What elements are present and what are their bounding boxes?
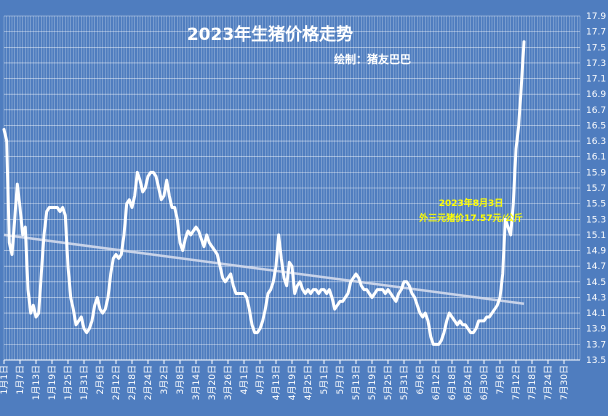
x-tick-label: 6月30日 — [479, 365, 490, 400]
y-tick-label: 14.7 — [586, 262, 606, 272]
y-tick-label: 15.9 — [586, 168, 606, 178]
x-tick-label: 3月2日 — [159, 365, 170, 394]
annotation-price: 外三元猪价17.57元/公斤 — [418, 212, 523, 224]
y-tick-label: 17.7 — [586, 28, 606, 38]
y-tick-label: 16.9 — [586, 90, 606, 100]
chart-subtitle: 绘制：猪友巴巴 — [334, 52, 411, 66]
x-tick-label: 3月8日 — [175, 365, 186, 394]
annotation-date: 2023年8月3日 — [439, 197, 504, 209]
x-tick-label: 3月20日 — [207, 365, 218, 400]
x-tick-label: 5月7日 — [335, 365, 346, 394]
x-tick-label: 2月12日 — [111, 365, 122, 400]
trend-line — [3, 233, 525, 305]
x-tick-label: 6月12日 — [431, 365, 442, 400]
x-tick-label: 3月26日 — [223, 365, 234, 400]
price-series-line — [2, 40, 526, 346]
y-tick-label: 16.3 — [586, 137, 606, 147]
y-tick-label: 14.5 — [586, 278, 606, 288]
x-tick-label: 2月6日 — [95, 365, 106, 394]
y-tick-label: 15.3 — [586, 215, 606, 225]
y-tick-label: 15.5 — [586, 200, 606, 210]
y-tick-label: 13.9 — [586, 325, 606, 335]
y-tick-label: 13.5 — [586, 356, 606, 366]
y-tick-label: 14.1 — [586, 309, 606, 319]
x-tick-label: 1月25日 — [63, 365, 74, 400]
x-tick-label: 5月31日 — [399, 365, 410, 400]
y-tick-label: 14.9 — [586, 247, 606, 257]
y-tick-label: 17.1 — [586, 75, 606, 85]
y-tick-label: 15.1 — [586, 231, 606, 241]
x-tick-label: 5月13日 — [351, 365, 362, 400]
x-tick-label: 2月18日 — [127, 365, 138, 400]
x-tick-label: 5月25日 — [383, 365, 394, 400]
x-tick-label: 1月1日 — [0, 365, 10, 394]
chart-title: 2023年生猪价格走势 — [187, 24, 353, 45]
x-tick-label: 6月24日 — [463, 365, 474, 400]
y-tick-label: 16.1 — [586, 153, 606, 163]
y-tick-label: 16.7 — [586, 106, 606, 116]
y-tick-label: 17.3 — [586, 59, 606, 69]
x-tick-label: 7月24日 — [543, 365, 554, 400]
y-tick-label: 13.7 — [586, 340, 606, 350]
x-tick-label: 6月18日 — [447, 365, 458, 400]
x-tick-label: 7月6日 — [495, 365, 506, 394]
y-tick-label: 14.3 — [586, 293, 606, 303]
x-tick-label: 1月13日 — [31, 365, 42, 400]
y-tick-label: 15.7 — [586, 184, 606, 194]
y-tick-label: 17.5 — [586, 43, 606, 53]
x-tick-label: 3月14日 — [191, 365, 202, 400]
x-tick-label: 5月1日 — [319, 365, 330, 394]
y-tick-label: 17.9 — [586, 12, 606, 22]
x-tick-label: 2月24日 — [143, 365, 154, 400]
grid-lines — [3, 15, 581, 361]
x-tick-label: 4月25日 — [303, 365, 314, 400]
x-tick-label: 1月19日 — [47, 365, 58, 400]
x-tick-label: 4月19日 — [287, 365, 298, 400]
y-tick-label: 16.5 — [586, 121, 606, 131]
x-tick-label: 7月18日 — [527, 365, 538, 400]
x-tick-label: 4月13日 — [271, 365, 282, 400]
x-tick-label: 1月31日 — [79, 365, 90, 400]
x-tick-label: 5月19日 — [367, 365, 378, 400]
x-tick-label: 4月7日 — [255, 365, 266, 394]
x-tick-label: 1月7日 — [15, 365, 26, 394]
x-tick-label: 4月1日 — [239, 365, 250, 394]
x-tick-label: 7月30日 — [559, 365, 570, 400]
x-tick-label: 6月6日 — [415, 365, 426, 394]
x-axis: 1月1日 1月7日 1月13日 1月19日 1月25日 1月31日 2月6日 2月12日 2月1… — [0, 360, 570, 400]
x-tick-label: 7月12日 — [511, 365, 522, 400]
y-axis: 13.5 13.7 13.9 14.1 14.3 14.5 14.7 14.9 15.1 15.3… — [586, 12, 606, 366]
